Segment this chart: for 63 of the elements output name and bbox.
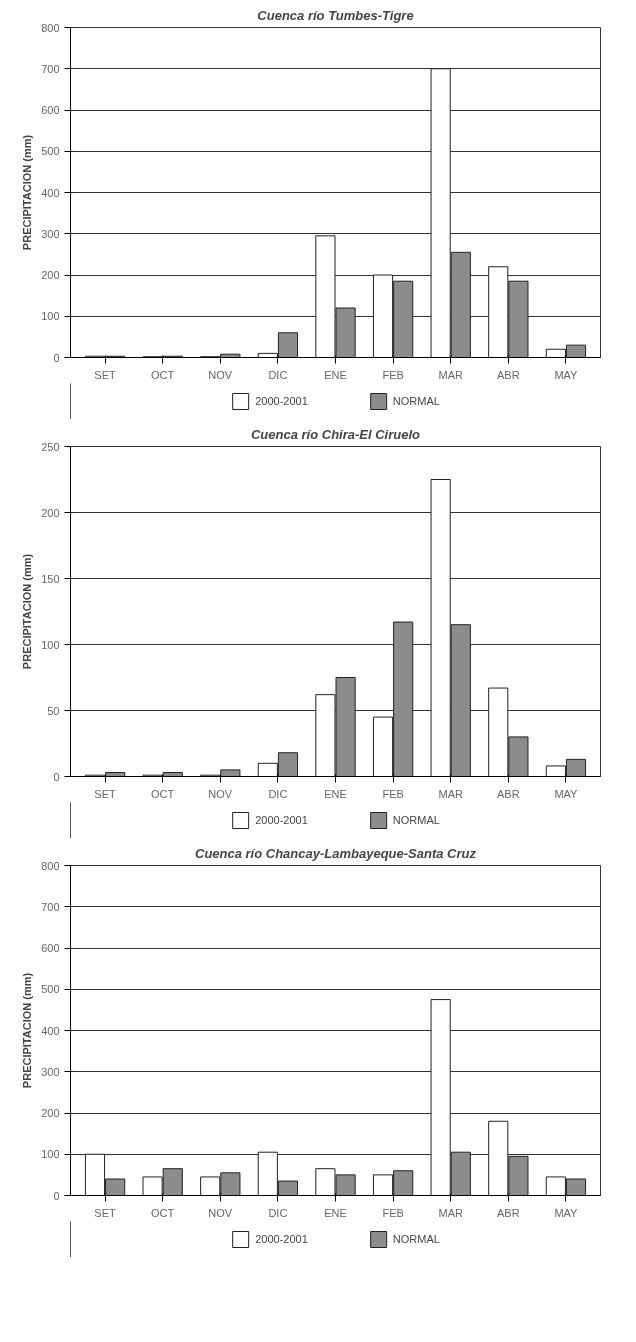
y-tick-label: 600 <box>41 942 60 954</box>
x-tick-label: ENE <box>324 368 347 381</box>
y-axis-title: PRECIPITACION (mm) <box>21 972 34 1089</box>
y-tick-label: 800 <box>41 21 60 34</box>
y-tick-label: 700 <box>41 900 60 913</box>
x-tick-label: FEB <box>382 787 404 800</box>
y-tick-label: 200 <box>41 269 60 281</box>
y-tick-label: 500 <box>41 145 60 158</box>
x-tick-label: OCT <box>151 1206 175 1219</box>
y-tick-label: 500 <box>41 983 60 996</box>
x-tick-label: SET <box>94 787 117 800</box>
x-tick-label: SET <box>94 1206 117 1219</box>
x-tick-label: OCT <box>151 787 175 800</box>
y-tick-label: 800 <box>41 859 60 872</box>
x-tick-label: ENE <box>324 1206 347 1219</box>
y-axis-title: PRECIPITACION (mm) <box>21 553 34 670</box>
y-tick-label: 300 <box>41 227 60 240</box>
legend-label: 2000-2001 <box>255 1233 308 1245</box>
chart-title: Cuenca río Chira-El Ciruelo <box>250 426 421 442</box>
x-tick-label: NOV <box>208 368 233 381</box>
y-tick-label: 200 <box>41 1107 60 1119</box>
x-tick-label: MAR <box>438 368 463 381</box>
x-tick-label: FEB <box>382 368 404 381</box>
x-tick-label: MAY <box>554 787 579 800</box>
x-tick-label: FEB <box>382 1206 404 1219</box>
y-tick-label: 300 <box>41 1065 60 1078</box>
y-tick-label: 200 <box>41 506 60 519</box>
x-tick-label: MAY <box>554 368 579 381</box>
y-tick-label: 600 <box>41 104 60 116</box>
x-tick-label: DIC <box>268 368 288 381</box>
x-tick-label: SET <box>94 368 117 381</box>
y-tick-label: 150 <box>41 572 60 585</box>
y-tick-label: 700 <box>41 62 60 75</box>
y-tick-label: 250 <box>41 440 60 453</box>
legend-label: NORMAL <box>392 395 440 407</box>
y-tick-label: 50 <box>47 704 60 717</box>
x-tick-label: DIC <box>268 1206 288 1219</box>
x-tick-label: OCT <box>151 368 175 381</box>
x-tick-label: ABR <box>497 787 520 800</box>
y-tick-label: 0 <box>53 1189 60 1202</box>
y-tick-label: 400 <box>41 186 60 199</box>
y-tick-label: 0 <box>53 351 60 364</box>
x-tick-label: MAR <box>438 787 463 800</box>
y-tick-label: 100 <box>41 638 60 651</box>
y-tick-label: 100 <box>41 1148 60 1161</box>
x-tick-label: ENE <box>324 787 347 800</box>
chart-title: Cuenca río Tumbes-Tigre <box>257 7 414 23</box>
x-tick-label: NOV <box>208 787 233 800</box>
y-axis-title: PRECIPITACION (mm) <box>21 134 34 251</box>
x-tick-label: MAR <box>438 1206 463 1219</box>
x-tick-label: ABR <box>497 368 520 381</box>
legend-label: 2000-2001 <box>255 814 308 826</box>
x-tick-label: NOV <box>208 1206 233 1219</box>
legend-label: NORMAL <box>392 1233 440 1245</box>
legend-label: NORMAL <box>392 814 440 826</box>
x-tick-label: MAY <box>554 1206 579 1219</box>
y-tick-label: 100 <box>41 310 60 323</box>
x-tick-label: DIC <box>268 787 288 800</box>
y-tick-label: 400 <box>41 1024 60 1037</box>
legend-label: 2000-2001 <box>255 395 308 407</box>
x-tick-label: ABR <box>497 1206 520 1219</box>
y-tick-label: 0 <box>53 770 60 783</box>
chart-title: Cuenca río Chancay-Lambayeque-Santa Cruz <box>194 845 477 861</box>
